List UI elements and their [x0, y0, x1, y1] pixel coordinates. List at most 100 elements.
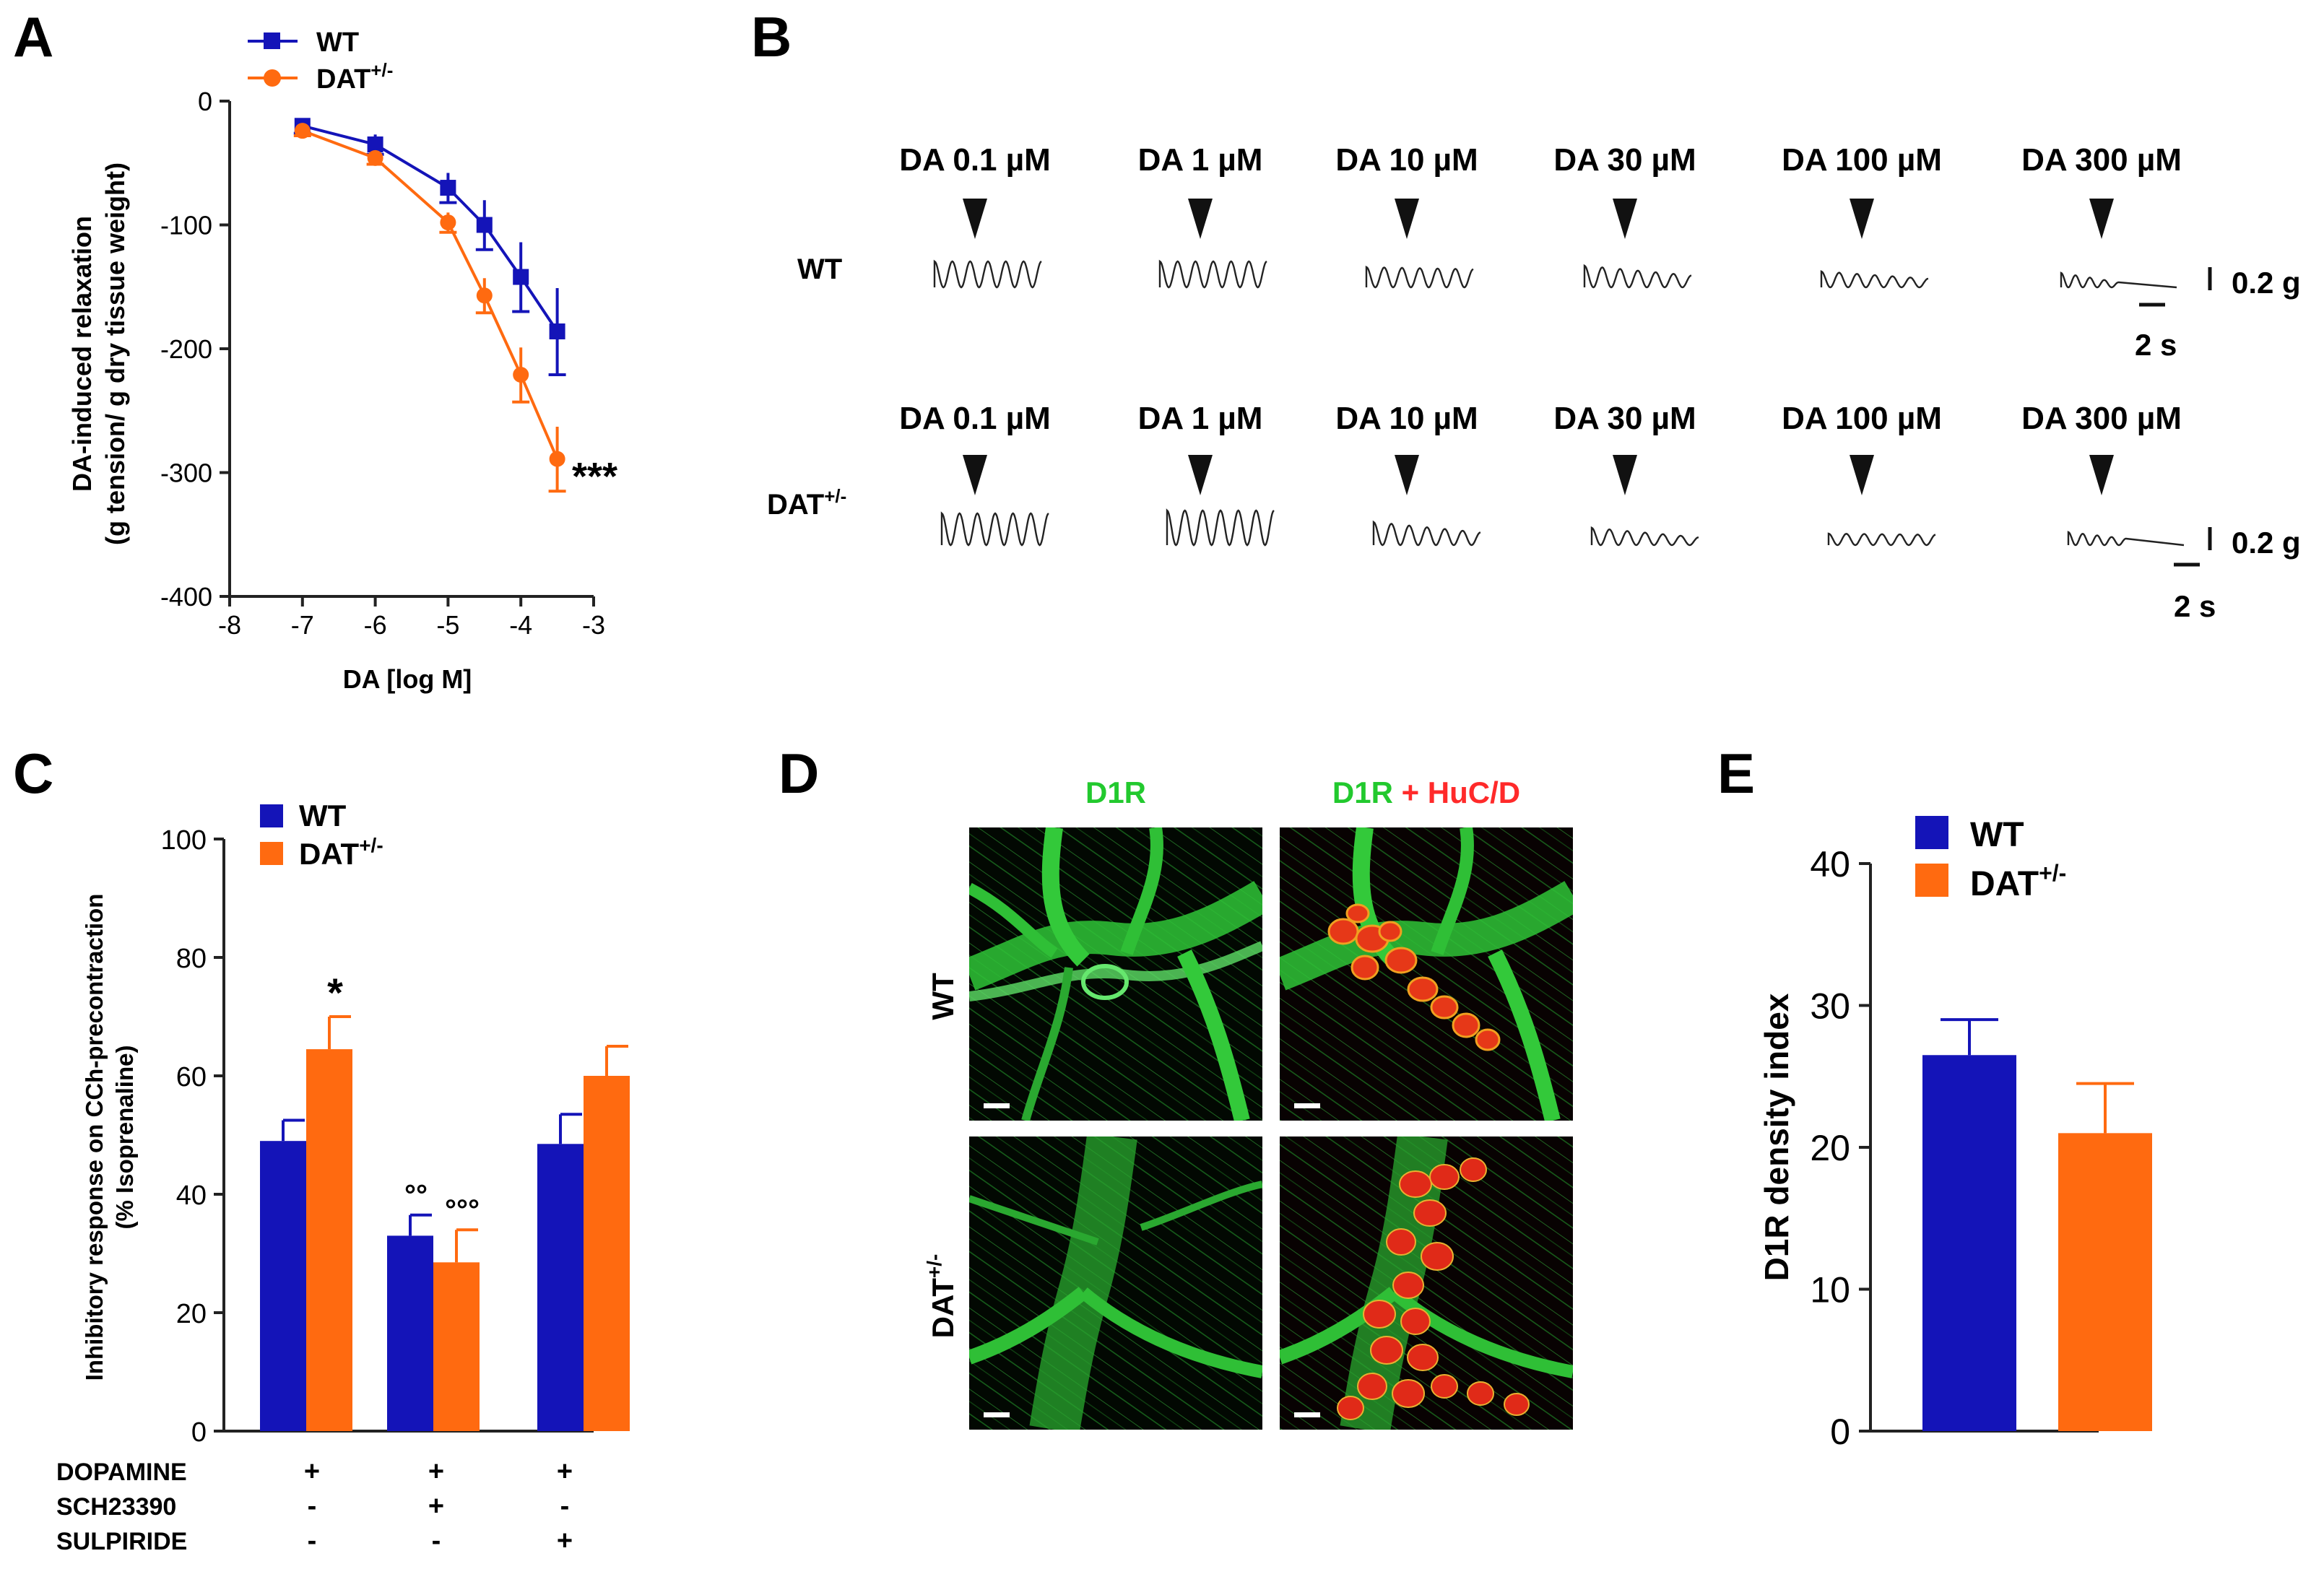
panel-c-legend-dat-sup: +/- — [359, 834, 383, 856]
trace-row-label-dat-base: DAT — [767, 489, 824, 521]
panel-a-x-tick-label: -5 — [436, 610, 459, 640]
bar-wt — [387, 1235, 433, 1431]
contraction-trace-wt — [933, 259, 1042, 289]
treatment-sign: + — [557, 1456, 573, 1487]
contraction-trace-wt — [1820, 270, 1929, 289]
dose-arrow-icon — [963, 199, 987, 239]
panel-e-legend-dat-sup: +/- — [2039, 860, 2066, 886]
significance-mark: °° — [404, 1180, 428, 1212]
panel-c-y-axis-title-line2: (% Isoprenaline) — [111, 1046, 138, 1230]
concentration-label: DA 30 µM — [1553, 401, 1696, 436]
panel-b-traces: DA 0.1 µM DA 1 µM DA 10 µM DA 30 µM DA 100 µ… — [899, 142, 2185, 547]
panel-a-y-axis-title-line2: (g tension/ g dry tissue weight) — [100, 162, 130, 545]
data-point-wt — [549, 323, 565, 339]
bar-dat — [306, 1049, 352, 1431]
treatment-sign: - — [560, 1491, 570, 1521]
significance-mark: °°° — [445, 1194, 480, 1226]
panel-b: B DA 0.1 µM DA 1 µM DA 10 µM DA 30 µM DA 100… — [751, 5, 2301, 623]
bar-dat — [584, 1076, 630, 1431]
series-line-wt — [302, 124, 559, 333]
significance-mark: * — [327, 970, 343, 1015]
dose-arrow-icon — [1188, 199, 1213, 239]
micrograph-dat-d1r — [969, 1136, 1262, 1430]
panel-d: D D1R D1R + HuC/D WT DAT+/- — [779, 742, 1573, 1430]
treatment-sign: + — [557, 1526, 573, 1556]
scale-bar-wt-force-label: 0.2 g — [2232, 266, 2301, 300]
bar-dat — [433, 1262, 480, 1431]
micrograph-row-label-dat: DAT+/- — [923, 1254, 960, 1339]
panel-a-x-tick-label: -7 — [291, 610, 314, 640]
panel-e-y-tick-label: 40 — [1810, 844, 1850, 885]
concentration-label: DA 100 µM — [1782, 401, 1942, 436]
panel-a: A 0 -100 -200 -300 -400-8 -7 -6 -5 -4 -3 DA [log … — [13, 5, 617, 694]
panel-a-x-tick-label: -3 — [582, 610, 605, 640]
data-point-dat — [549, 451, 565, 467]
micrograph-wt-d1r — [969, 827, 1262, 1121]
treatment-label: SULPIRIDE — [56, 1528, 187, 1555]
treatment-label: SCH23390 — [56, 1493, 176, 1521]
panel-c-treatment-table: DOPAMINE + + + SCH23390 - + - SULPIRIDE - - + — [56, 1456, 573, 1556]
dose-arrow-icon — [1613, 455, 1637, 495]
panel-e-y-tick-label: 10 — [1810, 1270, 1850, 1311]
panel-a-series — [293, 118, 566, 493]
panel-c-y-tick-label: 100 — [161, 825, 207, 856]
panel-a-y-axis-title-line1: DA-induced relaxation — [67, 216, 97, 492]
dose-arrow-icon — [2089, 455, 2114, 495]
data-point-dat — [294, 123, 311, 139]
micrograph-scalebar — [984, 1103, 1010, 1108]
data-point-dat — [440, 214, 456, 231]
micrograph-col-header-merge: D1R + HuC/D — [1332, 775, 1520, 809]
concentration-label: DA 0.1 µM — [899, 401, 1051, 436]
panel-c-legend-dat-swatch — [260, 842, 283, 865]
concentration-label: DA 100 µM — [1782, 142, 1942, 178]
panel-c-legend-dat-base: DAT — [299, 837, 360, 871]
panel-e-legend-dat-swatch — [1915, 864, 1948, 897]
bar-dat — [2058, 1133, 2152, 1431]
panel-c-y-tick-label: 0 — [191, 1417, 207, 1448]
panel-a-significance: *** — [572, 455, 617, 498]
panel-a-legend: WT DAT+/- — [248, 27, 393, 95]
concentration-label: DA 1 µM — [1138, 142, 1263, 178]
panel-a-y-tick-label: -100 — [160, 211, 212, 240]
data-point-dat — [476, 287, 493, 304]
panel-c-y-tick-label: 80 — [176, 944, 207, 974]
treatment-sign: - — [432, 1526, 441, 1556]
dose-arrow-icon — [1188, 455, 1213, 495]
contraction-trace-wt — [1158, 259, 1267, 289]
panel-c-legend: WT DAT+/- — [260, 799, 383, 871]
trace-row-label-dat-sup: +/- — [824, 485, 846, 507]
panel-c-bars: *°° °°° — [260, 970, 630, 1431]
scale-bar-dat: 0.2 g 2 s — [2174, 526, 2301, 623]
bar-wt — [1922, 1055, 2016, 1431]
panel-a-legend-dat-marker — [264, 69, 281, 87]
panel-label-e: E — [1717, 742, 1755, 805]
treatment-sign: - — [308, 1491, 317, 1521]
panel-c-y-axis-title-line1: Inhibitory response on CCh-precontractio… — [81, 894, 108, 1381]
data-point-wt — [513, 269, 529, 285]
panel-a-y-tick-label: 0 — [198, 87, 212, 116]
scale-bar-dat-time-label: 2 s — [2174, 589, 2216, 623]
legend-dat-base: DAT — [316, 64, 370, 95]
panel-e: E 0 10 20 30 40 D1R density index WT DAT+/- — [1717, 742, 2152, 1452]
panel-e-y-tick-label: 0 — [1830, 1412, 1850, 1452]
legend-dat-superscript: +/- — [370, 59, 393, 81]
micrograph-row-label-dat-base: DAT — [926, 1278, 960, 1339]
panel-e-bars — [1922, 1018, 2152, 1431]
contraction-trace-dat — [2067, 531, 2185, 547]
micrograph-row-label-wt: WT — [926, 973, 960, 1020]
dose-arrow-icon — [2089, 199, 2114, 239]
panel-e-legend-wt-label: WT — [1970, 816, 2024, 854]
treatment-sign: + — [428, 1456, 444, 1487]
panel-a-y-tick-label: -300 — [160, 458, 212, 488]
merge-d1r: D1R — [1332, 775, 1393, 809]
trace-row-label-wt: WT — [797, 253, 842, 285]
panel-c-y-tick-label: 60 — [176, 1062, 207, 1092]
concentration-label: DA 1 µM — [1138, 401, 1263, 436]
panel-a-x-axis-title: DA [log M] — [343, 664, 472, 694]
dose-arrow-icon — [1850, 199, 1874, 239]
panel-label-d: D — [779, 742, 819, 805]
contraction-trace-dat — [1590, 526, 1699, 547]
scale-bar-wt-time-label: 2 s — [2135, 328, 2177, 362]
contraction-trace-wt — [1583, 264, 1692, 289]
